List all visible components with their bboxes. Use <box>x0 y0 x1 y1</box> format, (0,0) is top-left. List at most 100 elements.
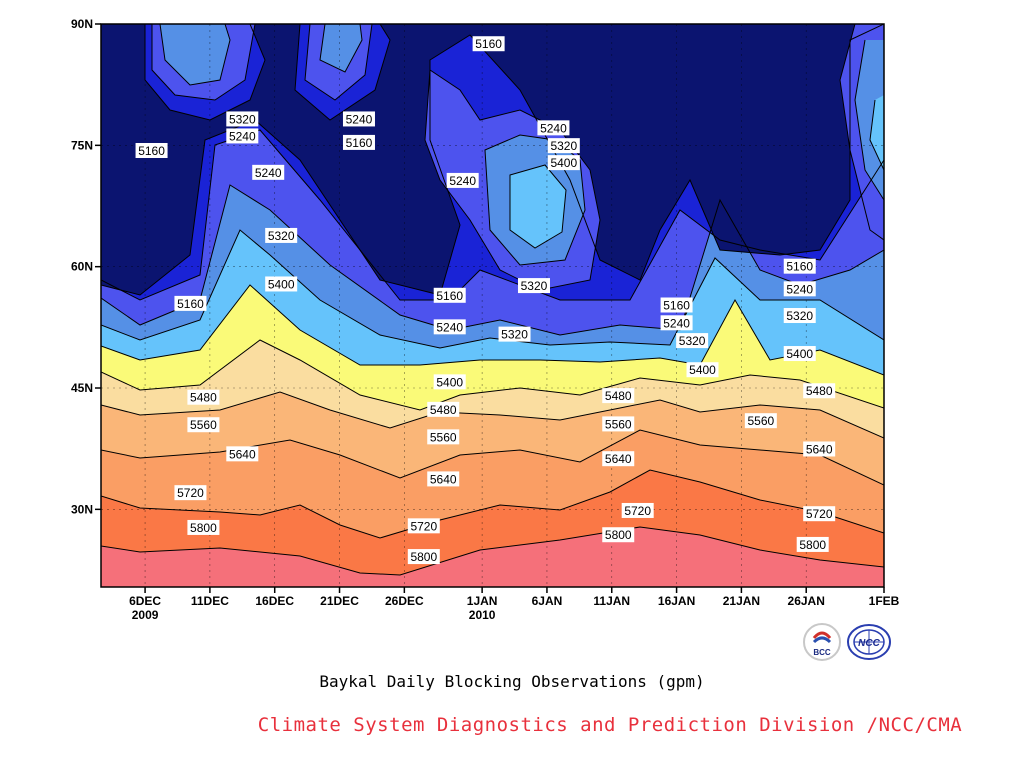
contour-label: 5800 <box>605 528 632 542</box>
contour-label-bg <box>427 401 460 417</box>
contour-label: 5640 <box>806 442 833 456</box>
contour-label-bg <box>472 36 505 52</box>
logo-bcc: BCC <box>802 622 842 662</box>
contour-label: 5400 <box>268 277 295 291</box>
contour-label-bg <box>517 278 550 294</box>
contour-label: 5400 <box>689 363 716 377</box>
contour-label-bg <box>226 446 259 462</box>
contour-label-bg <box>783 281 816 297</box>
contour-line <box>869 99 884 171</box>
contour-label-bg <box>498 326 531 342</box>
blob-upper-left-core <box>160 24 230 85</box>
y-tick-label: 45N <box>71 381 93 395</box>
contour-label: 5160 <box>475 37 502 51</box>
contour-label-bg <box>547 138 580 154</box>
x-tick-label: 11JAN <box>593 594 630 608</box>
contour-label: 5240 <box>436 320 463 334</box>
contour-line <box>101 229 884 349</box>
contour-line <box>101 469 884 539</box>
contour-label-bg <box>803 441 836 457</box>
contour-label-bg <box>602 388 635 404</box>
contour-label-bg <box>226 111 259 127</box>
contour-label: 5400 <box>786 347 813 361</box>
contour-label-bg <box>407 518 440 534</box>
contour-line <box>839 24 884 241</box>
contour-label: 5240 <box>229 129 256 143</box>
contour-label-bg <box>783 346 816 362</box>
y-tick-label: 60N <box>71 260 93 274</box>
contour-label: 5560 <box>430 430 457 444</box>
contour-label: 5320 <box>786 309 813 323</box>
svg-text:NCC: NCC <box>858 638 880 649</box>
contour-line <box>509 164 567 249</box>
contour-label: 5320 <box>268 229 295 243</box>
contour-line <box>159 24 231 86</box>
contour-label: 5800 <box>410 550 437 564</box>
contour-label-bg <box>803 383 836 399</box>
blob-right-inner <box>855 40 884 200</box>
contour-label: 5640 <box>229 447 256 461</box>
contour-label-bg <box>174 295 207 311</box>
contour-line <box>101 129 884 301</box>
contour-label-bg <box>803 506 836 522</box>
contour-label: 5560 <box>605 417 632 431</box>
contour-label: 5480 <box>190 391 217 405</box>
contour-label-bg <box>686 362 719 378</box>
x-tick-label: 16DEC <box>255 594 294 608</box>
contour-label: 5480 <box>806 384 833 398</box>
contour-label-bg <box>265 227 298 243</box>
contour-label-bg <box>783 258 816 274</box>
x-tick-label: 26DEC <box>385 594 424 608</box>
y-tick-label: 75N <box>71 138 93 152</box>
x-tick-sublabel: 2010 <box>469 608 496 622</box>
x-tick-label: 26JAN <box>788 594 825 608</box>
contour-label-bg <box>265 276 298 292</box>
contour-label: 5320 <box>229 112 256 126</box>
contour-label: 5160 <box>346 136 373 150</box>
contour-line <box>319 24 363 73</box>
contour-label: 5320 <box>501 328 528 342</box>
plot-frame <box>100 23 885 588</box>
contour-label-bg <box>407 549 440 565</box>
contour-line <box>151 24 256 101</box>
contour-label: 5560 <box>190 418 217 432</box>
contour-label: 5160 <box>663 299 690 313</box>
contour-label-bg <box>187 519 220 535</box>
contour-label: 5480 <box>605 389 632 403</box>
x-tick-label: 11DEC <box>191 594 229 608</box>
contour-label: 5720 <box>624 504 651 518</box>
y-tick-label: 90N <box>71 17 93 31</box>
contour-label: 5160 <box>177 297 204 311</box>
contour-label-bg <box>342 134 375 150</box>
contour-label: 5640 <box>605 452 632 466</box>
x-tick-label: 1FEB <box>869 594 900 608</box>
contour-line <box>424 69 601 291</box>
contour-label-bg <box>660 297 693 313</box>
contour-line <box>101 339 884 411</box>
contour-label: 5720 <box>806 507 833 521</box>
contour-label-bg <box>783 308 816 324</box>
source-credit: Climate System Diagnostics and Predictio… <box>257 714 963 736</box>
contour-label-bg <box>602 527 635 543</box>
contour-label-bg <box>537 120 570 136</box>
contour-label-bg <box>446 172 479 188</box>
contour-label: 5800 <box>799 538 826 552</box>
contour-label: 5160 <box>786 260 813 274</box>
contour-label: 5320 <box>521 279 548 293</box>
contour-label-bg <box>602 451 635 467</box>
contour-line <box>101 184 884 336</box>
contour-label: 5240 <box>255 166 282 180</box>
contour-label-bg <box>796 536 829 552</box>
contour-line <box>484 134 586 266</box>
contour-label-bg <box>135 142 168 158</box>
contour-line <box>294 24 391 121</box>
blob-upper-mid-core <box>320 24 362 72</box>
contour-label: 5720 <box>410 519 437 533</box>
contour-label-bg <box>744 413 777 429</box>
contour-label: 5640 <box>430 472 457 486</box>
contour-line <box>101 391 884 439</box>
contour-label: 5480 <box>430 403 457 417</box>
contour-label-bg <box>252 164 285 180</box>
contour-label: 5240 <box>346 112 373 126</box>
contour-label: 5800 <box>190 521 217 535</box>
